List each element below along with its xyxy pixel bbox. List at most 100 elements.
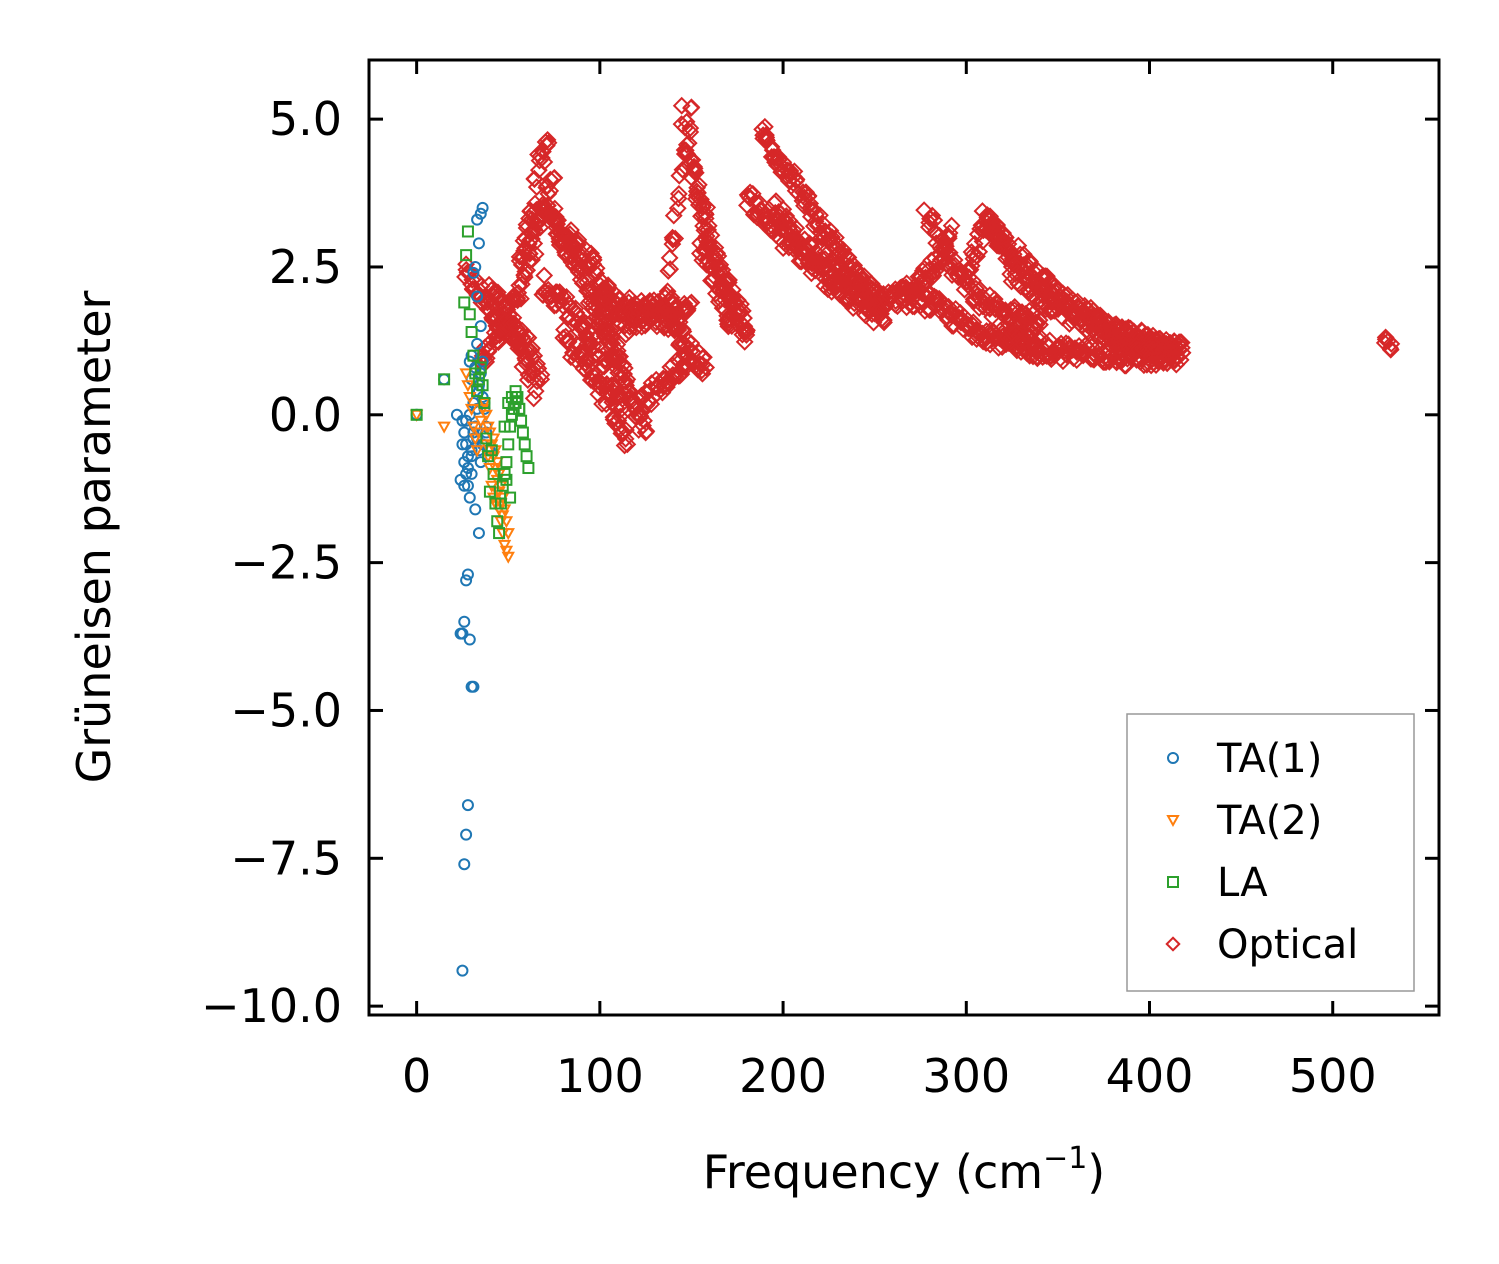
optical-point xyxy=(682,334,701,353)
la-point xyxy=(476,379,489,392)
optical-point xyxy=(664,206,683,225)
optical-point xyxy=(535,153,554,171)
ta-1-point xyxy=(474,207,487,220)
la-point xyxy=(515,414,528,427)
optical-point xyxy=(677,135,696,154)
ta-1-point xyxy=(463,633,476,646)
ta-1-point xyxy=(460,414,473,427)
optical-point xyxy=(978,206,997,224)
optical-point xyxy=(457,255,475,274)
optical-point xyxy=(757,126,775,145)
optical-point xyxy=(921,209,939,228)
optical-point xyxy=(697,358,716,377)
ta-2-point xyxy=(468,433,482,446)
optical-point xyxy=(602,385,620,403)
ta-1-point xyxy=(458,858,471,871)
ta-1-point xyxy=(461,450,474,463)
ta-1-point xyxy=(458,615,471,628)
optical-point xyxy=(1165,340,1184,359)
optical-point xyxy=(730,305,748,324)
ta-1-point xyxy=(456,438,469,451)
optical-point xyxy=(968,247,986,266)
legend-label: TA(2) xyxy=(1216,798,1322,844)
optical-point xyxy=(519,235,538,253)
optical-point xyxy=(831,269,850,288)
optical-point xyxy=(774,200,793,219)
ta-1-point xyxy=(460,574,473,587)
ta-2-point xyxy=(461,380,475,393)
la-point xyxy=(485,444,498,457)
ta-1-point xyxy=(465,467,478,480)
x-tick-label: 400 xyxy=(1106,1049,1194,1103)
optical-point xyxy=(766,148,784,167)
la-point xyxy=(522,462,535,475)
ta-2-point xyxy=(492,486,506,499)
optical-point xyxy=(1127,351,1146,369)
optical-point xyxy=(676,118,695,137)
optical-point xyxy=(862,279,881,298)
optical-point xyxy=(1168,346,1186,365)
ta-1-point xyxy=(458,456,471,469)
optical-point xyxy=(1067,302,1086,321)
plot-marks xyxy=(409,96,1401,977)
la-point xyxy=(509,385,522,398)
optical-point xyxy=(698,198,717,217)
ta-1-point xyxy=(467,266,480,279)
optical-point xyxy=(670,166,689,185)
optical-point xyxy=(572,319,591,338)
optical-point xyxy=(785,162,804,181)
ta-1-point xyxy=(461,799,474,812)
optical-point xyxy=(517,219,536,237)
optical-point xyxy=(553,225,572,244)
optical-point xyxy=(726,309,745,328)
optical-point xyxy=(521,202,540,221)
optical-point xyxy=(618,435,637,454)
optical-point xyxy=(611,407,630,426)
la-point xyxy=(460,249,473,262)
la-point xyxy=(478,396,491,409)
optical-point xyxy=(655,297,673,316)
optical-point xyxy=(1382,334,1401,353)
optical-point xyxy=(664,368,683,386)
optical-point xyxy=(539,133,558,152)
y-axis-label: Grüneisen parameter xyxy=(67,290,121,783)
optical-point xyxy=(606,347,624,366)
la-point xyxy=(516,426,529,439)
y-tick-label: −7.5 xyxy=(230,831,342,885)
ta-1-point xyxy=(460,467,473,480)
legend-frame xyxy=(1126,713,1415,992)
optical-point xyxy=(693,364,712,383)
ta-1-point xyxy=(471,337,484,350)
ta-2-point xyxy=(497,539,512,552)
optical-point xyxy=(516,239,534,258)
optical-point xyxy=(595,327,614,346)
ta-1-point xyxy=(471,290,484,303)
legend-marker xyxy=(1165,936,1181,952)
la-point xyxy=(474,361,487,374)
ta-1-point xyxy=(461,462,474,475)
optical-point xyxy=(1173,343,1192,362)
optical-point xyxy=(528,212,547,231)
optical-point xyxy=(563,310,582,329)
optical-point xyxy=(959,262,978,281)
optical-point xyxy=(905,297,924,316)
la-point xyxy=(520,450,533,463)
optical-point xyxy=(541,170,560,189)
la-point xyxy=(458,296,471,309)
y-tick-label: 5.0 xyxy=(269,92,342,146)
la-point xyxy=(518,438,531,451)
la-point xyxy=(463,308,476,321)
ta-1-point xyxy=(463,491,476,504)
optical-point xyxy=(682,293,701,312)
legend-marker xyxy=(1167,752,1179,764)
optical-point xyxy=(661,260,680,278)
optical-point xyxy=(614,365,633,383)
optical-point xyxy=(787,219,806,237)
optical-point xyxy=(920,267,939,286)
axis-ticks: 0 100 200 300 400 500 −10.0 −7.5 −5.0 −2.5 0.0 2.5 5… xyxy=(201,60,1439,1103)
la-point xyxy=(461,225,474,238)
optical-point xyxy=(658,282,677,301)
optical-point xyxy=(730,302,749,321)
la-point xyxy=(498,420,511,433)
